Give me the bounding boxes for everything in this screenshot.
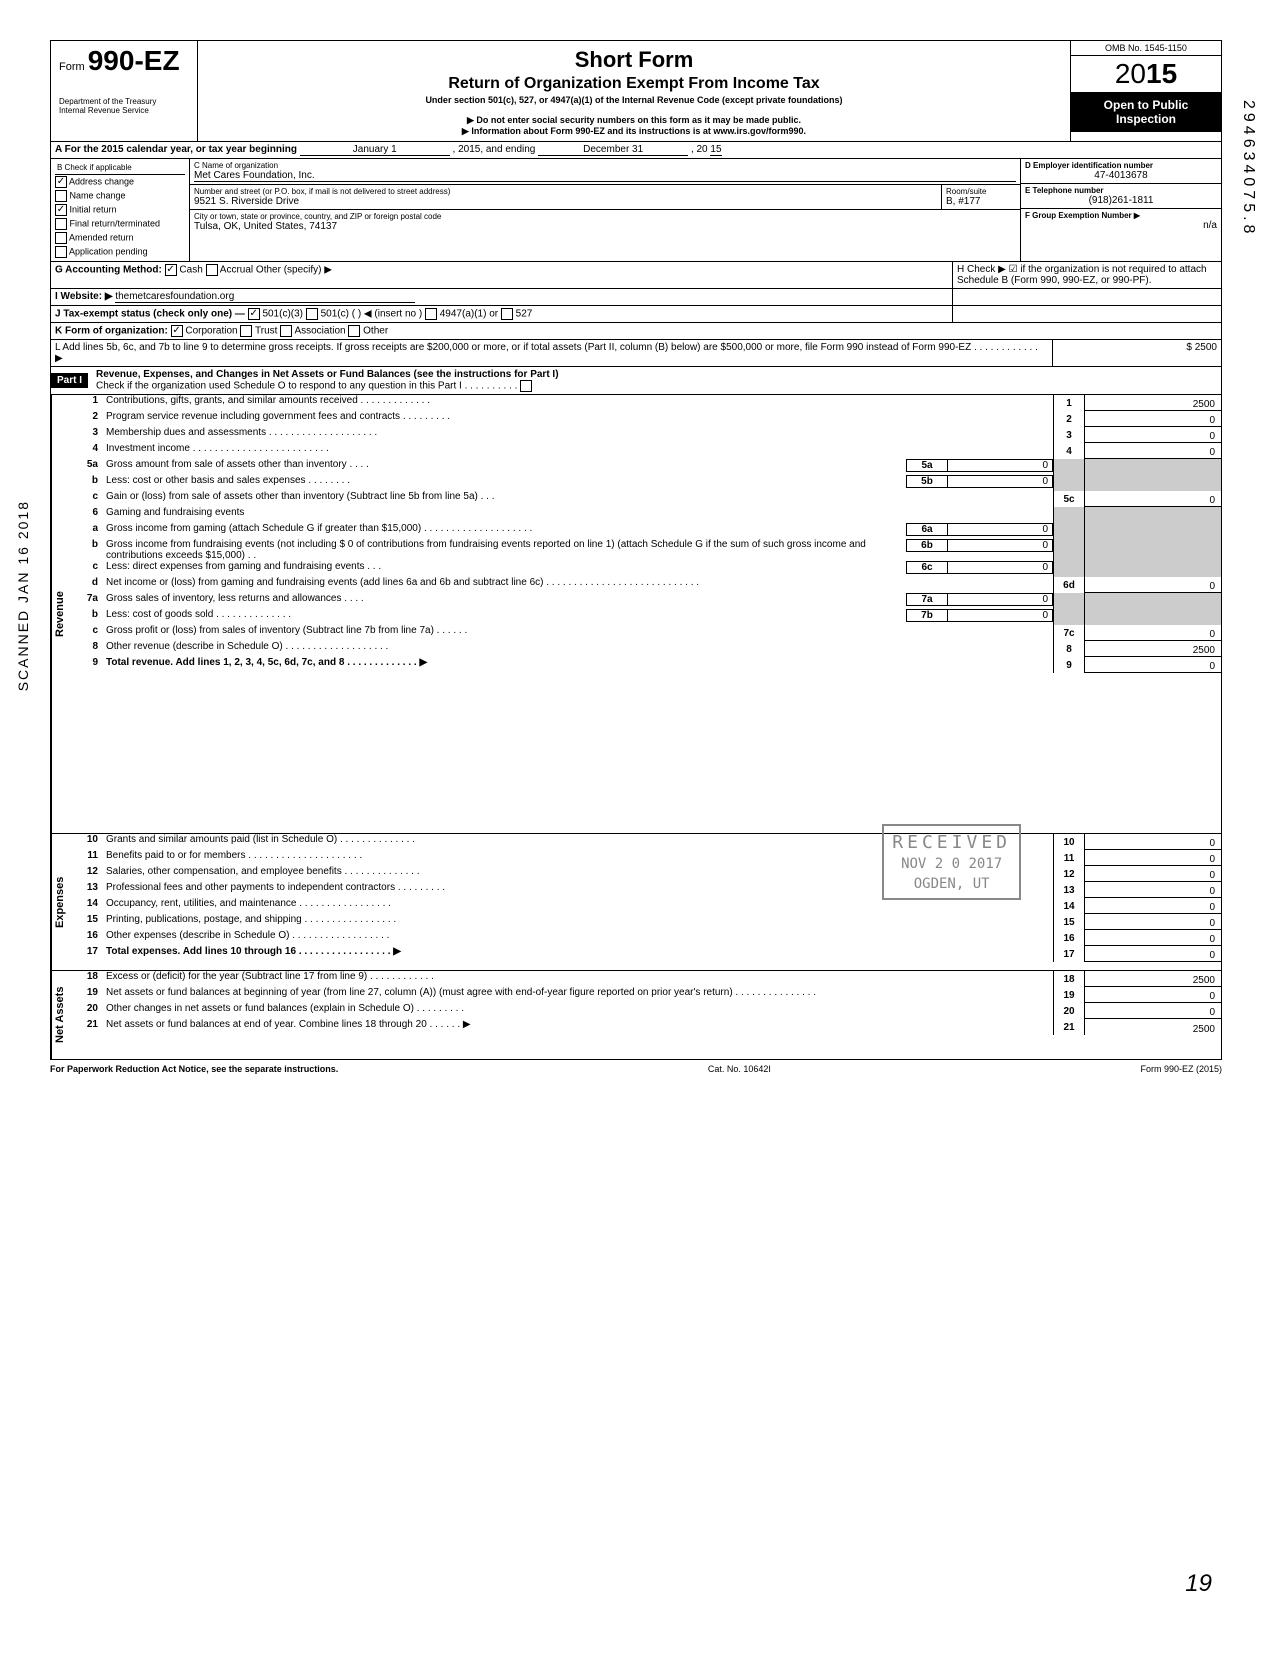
line-13-value: 0: [1085, 882, 1221, 898]
line-10-value: 0: [1085, 834, 1221, 850]
gross-receipts: $ 2500: [1052, 340, 1221, 366]
line-15-value: 0: [1085, 914, 1221, 930]
line-j: J Tax-exempt status (check only one) — ✓…: [50, 306, 1222, 323]
check-501c3[interactable]: ✓: [248, 308, 260, 320]
org-info-block: B Check if applicable ✓ Address change N…: [50, 159, 1222, 262]
warn-info: ▶ Information about Form 990-EZ and its …: [202, 126, 1066, 137]
phone-label: E Telephone number: [1025, 186, 1217, 195]
line-7c-value: 0: [1085, 625, 1221, 641]
section-b: B Check if applicable ✓ Address change N…: [51, 159, 190, 261]
line-8-value: 2500: [1085, 641, 1221, 657]
city-label: City or town, state or province, country…: [194, 212, 1016, 221]
page-number-handwritten: 19: [1185, 1570, 1212, 1598]
check-4947[interactable]: [425, 308, 437, 320]
city-state-zip: Tulsa, OK, United States, 74137: [194, 221, 1016, 232]
under-section: Under section 501(c), 527, or 4947(a)(1)…: [202, 95, 1066, 105]
form-number: Form 990-EZ: [59, 45, 189, 77]
line-k: K Form of organization: ✓ Corporation Tr…: [50, 323, 1222, 340]
check-trust[interactable]: [240, 325, 252, 337]
warn-ssn: ▶ Do not enter social security numbers o…: [202, 115, 1066, 126]
line-3-value: 0: [1085, 427, 1221, 443]
addr-label: Number and street (or P.O. box, if mail …: [194, 187, 937, 196]
check-address-change[interactable]: ✓: [55, 176, 67, 188]
line-a: A For the 2015 calendar year, or tax yea…: [50, 142, 1222, 159]
line-16-value: 0: [1085, 930, 1221, 946]
line-6b-value: 0: [948, 539, 1053, 552]
omb-number: OMB No. 1545-1150: [1071, 41, 1221, 56]
website: themetcaresfoundation.org: [115, 291, 415, 303]
line-6d-value: 0: [1085, 577, 1221, 593]
check-assoc[interactable]: [280, 325, 292, 337]
line-7a-value: 0: [948, 593, 1053, 606]
form-header: Form 990-EZ Department of the Treasury I…: [50, 40, 1222, 142]
line-6a-value: 0: [948, 523, 1053, 536]
title-short-form: Short Form: [202, 47, 1066, 73]
part-1-header: Part I Revenue, Expenses, and Changes in…: [50, 367, 1222, 395]
line-12-value: 0: [1085, 866, 1221, 882]
check-501c[interactable]: [306, 308, 318, 320]
line-5c-value: 0: [1085, 491, 1221, 507]
group-exemption-label: F Group Exemption Number ▶: [1025, 211, 1217, 220]
expenses-label: Expenses: [51, 834, 68, 970]
line-17-value: 0: [1085, 946, 1221, 962]
expenses-table: Expenses 10Grants and similar amounts pa…: [50, 834, 1222, 971]
line-21-value: 2500: [1085, 1019, 1221, 1035]
line-4-value: 0: [1085, 443, 1221, 459]
check-527[interactable]: [501, 308, 513, 320]
name-label: C Name of organization: [194, 161, 1016, 170]
check-other-org[interactable]: [348, 325, 360, 337]
page-footer: For Paperwork Reduction Act Notice, see …: [50, 1060, 1222, 1074]
check-cash[interactable]: ✓: [165, 264, 177, 276]
check-name-change[interactable]: [55, 190, 67, 202]
line-1-value: 2500: [1085, 395, 1221, 411]
line-2-value: 0: [1085, 411, 1221, 427]
part-1-table: Revenue 1Contributions, gifts, grants, a…: [50, 395, 1222, 834]
phone-value: (918)261-1811: [1025, 195, 1217, 206]
room-suite: B, #177: [946, 196, 1016, 207]
line-19-value: 0: [1085, 987, 1221, 1003]
line-g-h: G Accounting Method: ✓ Cash Accrual Othe…: [50, 262, 1222, 289]
check-initial-return[interactable]: ✓: [55, 204, 67, 216]
net-assets-label: Net Assets: [51, 971, 68, 1059]
revenue-label: Revenue: [51, 395, 68, 833]
dept-treasury: Department of the Treasury Internal Reve…: [59, 97, 189, 115]
line-i: I Website: ▶ themetcaresfoundation.org: [50, 289, 1222, 306]
check-final-return[interactable]: [55, 218, 67, 230]
ein-value: 47-4013678: [1025, 170, 1217, 181]
side-number: 294634075.8: [1239, 100, 1257, 237]
line-9-value: 0: [1085, 657, 1221, 673]
check-application-pending[interactable]: [55, 246, 67, 258]
check-accrual[interactable]: [206, 264, 218, 276]
line-5a-value: 0: [948, 459, 1053, 472]
section-h: H Check ▶ ☑ if the organization is not r…: [953, 262, 1221, 288]
subtitle: Return of Organization Exempt From Incom…: [202, 75, 1066, 93]
line-20-value: 0: [1085, 1003, 1221, 1019]
org-name: Met Cares Foundation, Inc.: [194, 170, 1016, 182]
line-14-value: 0: [1085, 898, 1221, 914]
check-corp[interactable]: ✓: [171, 325, 183, 337]
line-5b-value: 0: [948, 475, 1053, 488]
check-schedule-o[interactable]: [520, 380, 532, 392]
line-7b-value: 0: [948, 609, 1053, 622]
net-assets-table: Net Assets 18Excess or (deficit) for the…: [50, 971, 1222, 1060]
line-l: L Add lines 5b, 6c, and 7b to line 9 to …: [50, 340, 1222, 367]
line-11-value: 0: [1085, 850, 1221, 866]
line-18-value: 2500: [1085, 971, 1221, 987]
street-address: 9521 S. Riverside Drive: [194, 196, 937, 207]
open-public: Open to Public Inspection: [1071, 92, 1221, 132]
tax-year: 2015: [1071, 56, 1221, 92]
ein-label: D Employer identification number: [1025, 161, 1217, 170]
group-exemption-value: n/a: [1025, 220, 1217, 231]
check-amended[interactable]: [55, 232, 67, 244]
scanned-stamp: SCANNED JAN 16 2018: [15, 500, 31, 691]
line-6c-value: 0: [948, 561, 1053, 574]
room-label: Room/suite: [946, 187, 1016, 196]
